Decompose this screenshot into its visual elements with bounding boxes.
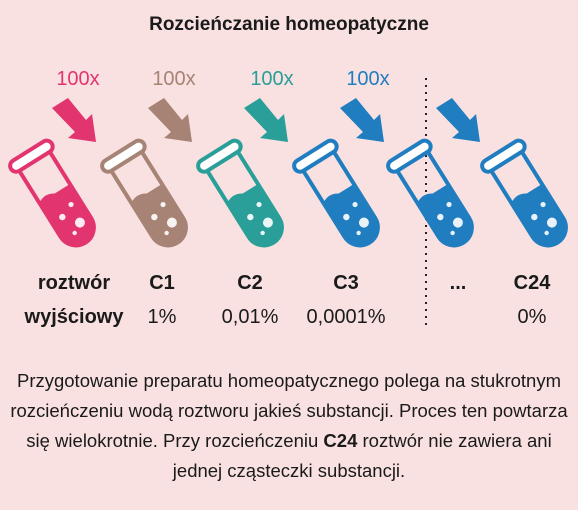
- arrow-icon: [52, 98, 96, 142]
- arrow-icon: [148, 98, 192, 142]
- description-part1: Przygotowanie preparatu homeopatycznego …: [10, 370, 568, 451]
- description-bold: C24: [323, 430, 358, 451]
- multiplier-label-4: 100x: [346, 68, 390, 90]
- multiplier-label-3: 100x: [250, 68, 294, 90]
- test-tube-icon: [196, 138, 284, 248]
- column-label-c2: C2: [237, 272, 263, 294]
- column-label-c1: C1: [149, 272, 175, 294]
- test-tube-icon: [292, 138, 380, 248]
- description-part2: roztwór nie zawiera ani jednej cząsteczk…: [172, 430, 552, 481]
- test-tube-icon: [8, 138, 96, 248]
- diagram-title: Rozcieńczanie homeopatyczne: [149, 14, 429, 35]
- column-percent-c3: 0,0001%: [306, 306, 386, 328]
- arrow-icon: [436, 98, 480, 142]
- test-tube-icon: [480, 138, 568, 248]
- column-label-ellipsis: ...: [449, 272, 467, 294]
- arrow-icon: [340, 98, 384, 142]
- column-label-c24: C24: [513, 272, 551, 294]
- description-text: Przygotowanie preparatu homeopatycznego …: [10, 366, 568, 486]
- test-tube-icon: [100, 138, 188, 248]
- dilution-illustration: [8, 78, 568, 330]
- column-label-start-line2: wyjściowy: [24, 306, 124, 328]
- column-label-start: roztwór: [37, 272, 111, 294]
- multiplier-label-1: 100x: [56, 68, 100, 90]
- column-percent-c24: 0%: [517, 306, 547, 328]
- multiplier-label-2: 100x: [152, 68, 196, 90]
- column-label-c3: C3: [333, 272, 359, 294]
- column-percent-c2: 0,01%: [221, 306, 279, 328]
- column-percent-c1: 1%: [147, 306, 177, 328]
- arrow-icon: [244, 98, 288, 142]
- test-tube-icon: [386, 138, 474, 248]
